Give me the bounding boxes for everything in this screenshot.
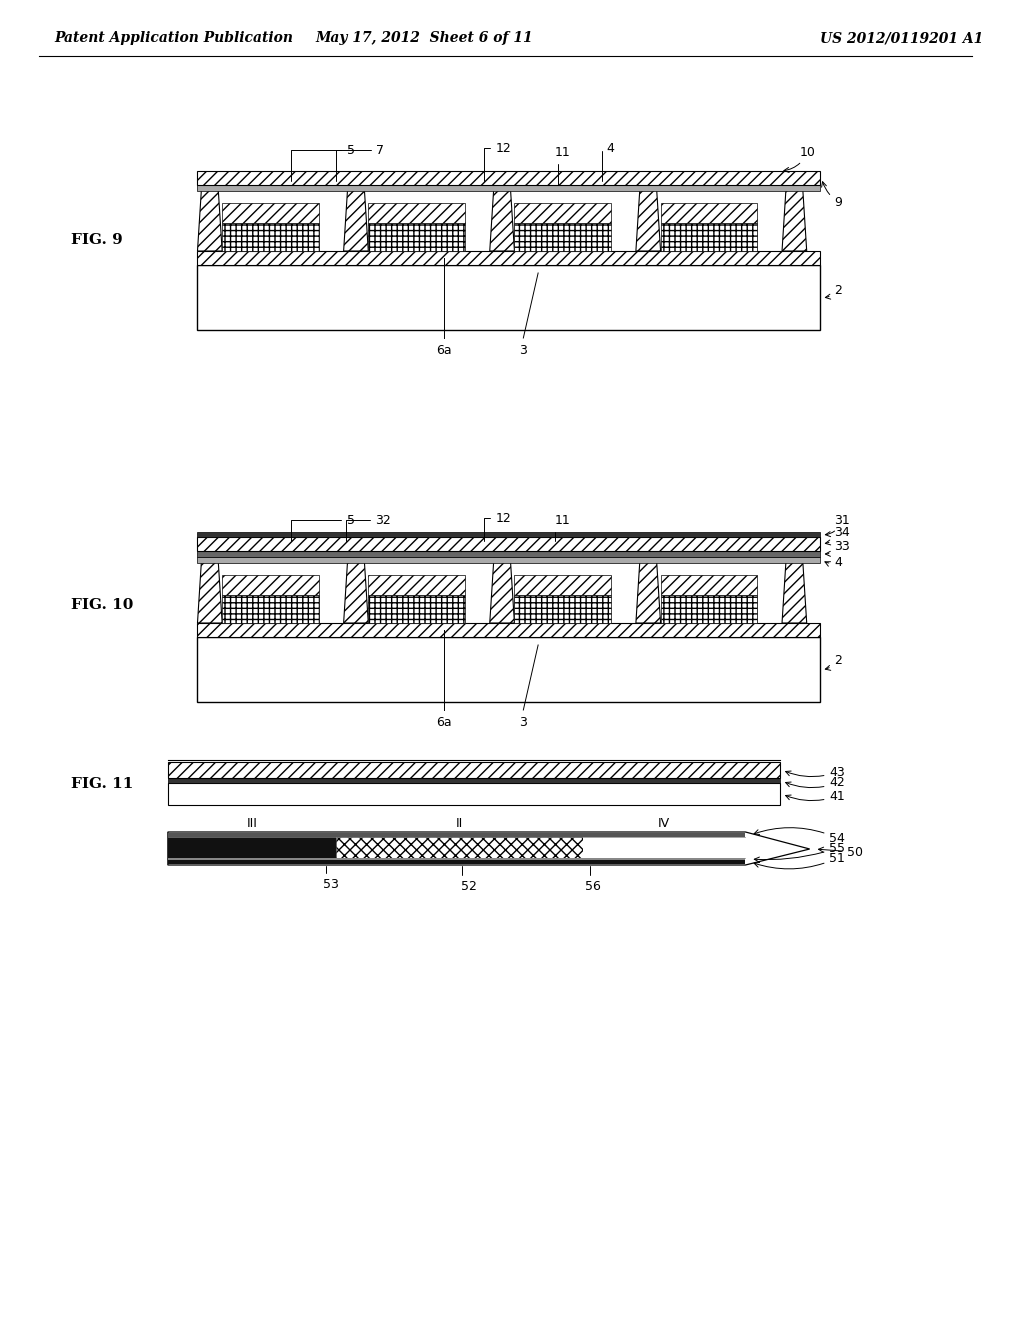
Text: 6a: 6a: [436, 715, 453, 729]
Text: 56: 56: [585, 866, 600, 894]
Text: 12: 12: [483, 141, 511, 181]
Bar: [514, 223, 611, 251]
Text: 10: 10: [784, 145, 816, 173]
Bar: [222, 595, 318, 623]
Bar: [198, 251, 819, 265]
Text: 54: 54: [754, 828, 845, 845]
Text: 2: 2: [825, 284, 842, 300]
Bar: [198, 172, 819, 185]
Polygon shape: [636, 189, 660, 251]
Text: 43: 43: [785, 766, 845, 779]
Text: US 2012/0119201 A1: US 2012/0119201 A1: [819, 30, 983, 45]
Text: 31: 31: [825, 513, 850, 537]
Polygon shape: [636, 561, 660, 623]
Text: 9: 9: [821, 182, 842, 209]
Bar: [369, 595, 465, 623]
Bar: [222, 223, 318, 251]
Text: 6a: 6a: [436, 345, 453, 356]
Text: 3: 3: [519, 345, 527, 356]
Text: 50: 50: [818, 846, 863, 858]
Bar: [514, 595, 611, 623]
Bar: [168, 858, 745, 861]
Text: 42: 42: [785, 776, 845, 789]
Text: 41: 41: [785, 789, 845, 803]
Text: Patent Application Publication: Patent Application Publication: [54, 30, 293, 45]
Bar: [168, 777, 780, 783]
Text: 2: 2: [825, 653, 842, 671]
Bar: [583, 837, 745, 858]
Bar: [198, 638, 819, 702]
Text: 4: 4: [602, 141, 614, 181]
Polygon shape: [782, 561, 807, 623]
Polygon shape: [489, 561, 514, 623]
Bar: [369, 576, 465, 595]
Polygon shape: [168, 832, 810, 865]
Text: 12: 12: [483, 511, 511, 541]
Bar: [369, 203, 465, 223]
Text: IV: IV: [657, 817, 670, 830]
Text: 5: 5: [291, 513, 354, 541]
Text: FIG. 10: FIG. 10: [71, 598, 133, 612]
Text: 4: 4: [825, 557, 842, 569]
Text: 34: 34: [825, 527, 850, 545]
Bar: [198, 265, 819, 330]
Bar: [198, 532, 819, 537]
Text: III: III: [247, 817, 257, 830]
Text: 11: 11: [555, 145, 570, 185]
Text: 33: 33: [825, 540, 850, 556]
Bar: [222, 576, 318, 595]
Bar: [222, 203, 318, 223]
Bar: [660, 595, 758, 623]
Bar: [168, 837, 336, 858]
Bar: [514, 576, 611, 595]
Bar: [660, 223, 758, 251]
Bar: [198, 550, 819, 557]
Bar: [198, 185, 819, 191]
Text: 52: 52: [461, 866, 477, 894]
Text: 55: 55: [755, 842, 846, 862]
Bar: [168, 861, 745, 865]
Bar: [369, 223, 465, 251]
Polygon shape: [782, 189, 807, 251]
Text: 7: 7: [336, 144, 384, 181]
Bar: [336, 837, 583, 858]
Bar: [168, 833, 745, 837]
Bar: [168, 762, 780, 777]
Bar: [198, 623, 819, 638]
Text: FIG. 11: FIG. 11: [71, 777, 133, 791]
Text: II: II: [456, 817, 463, 830]
Bar: [660, 576, 758, 595]
Polygon shape: [198, 561, 222, 623]
Polygon shape: [344, 189, 369, 251]
Polygon shape: [344, 561, 369, 623]
Polygon shape: [198, 189, 222, 251]
Polygon shape: [489, 189, 514, 251]
Text: 51: 51: [754, 851, 845, 869]
Text: 5: 5: [291, 144, 354, 181]
Bar: [660, 203, 758, 223]
Text: May 17, 2012  Sheet 6 of 11: May 17, 2012 Sheet 6 of 11: [315, 30, 534, 45]
Text: 11: 11: [555, 513, 570, 541]
Text: 53: 53: [323, 866, 339, 891]
Text: 3: 3: [519, 715, 527, 729]
Bar: [168, 783, 780, 805]
Bar: [198, 557, 819, 564]
Text: FIG. 9: FIG. 9: [71, 234, 123, 247]
Bar: [514, 203, 611, 223]
Text: 32: 32: [345, 513, 391, 541]
Bar: [198, 537, 819, 550]
